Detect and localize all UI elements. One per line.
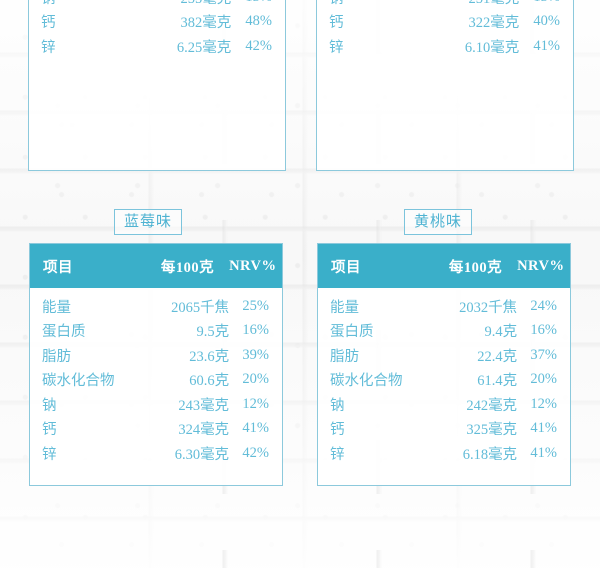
row-item-label: 钠 [330, 397, 345, 414]
row-value: 324毫克 [178, 422, 230, 439]
table-row: 钙 325毫克 41% [318, 417, 570, 442]
row-value: 6.25毫克 [176, 39, 232, 56]
row-item-label: 碳水化合物 [42, 373, 115, 390]
table-row: 钠 251毫克 13% [317, 0, 573, 10]
table-row: 锌 6.25毫克 42% [29, 34, 285, 59]
table-row: 蛋白质 9.5克 16% [30, 319, 282, 344]
row-value: 61.4克 [477, 373, 518, 390]
row-nrv: 41% [242, 420, 269, 437]
row-value: 60.6克 [189, 373, 230, 390]
table-row: 脂肪 23.6克 39% [30, 343, 282, 368]
row-item-label: 钠 [317, 0, 435, 8]
table-row: 碳水化合物 60.6克 20% [30, 368, 282, 393]
row-value: 251毫克 [435, 0, 519, 8]
nutrition-table-top-left: 项目 每100克 NRV% 能量 2057千焦 24% 蛋白质 10.2克 17… [28, 0, 286, 171]
row-value: 382毫克 [180, 15, 232, 32]
row-item-label: 能量 [42, 299, 71, 316]
row-item-label: 脂肪 [330, 348, 359, 365]
row-value: 2065千焦 [171, 299, 230, 316]
row-nrv: 12% [530, 395, 557, 412]
flavor-tag-blueberry: 蓝莓味 [114, 209, 183, 235]
nutrition-table-yellow-peach: 项目 每100克 NRV% 能量 2032千焦 24% 蛋白质 9.4克 16%… [317, 243, 571, 486]
column-header-per100g: 每100克 [160, 259, 215, 276]
row-item-label: 钙 [41, 15, 56, 32]
row-nrv: 48% [245, 13, 272, 30]
row-nrv: 39% [242, 346, 269, 363]
row-value: 2032千焦 [459, 299, 518, 316]
row-item-label: 钙 [329, 15, 344, 32]
row-nrv: 24% [530, 297, 557, 314]
row-nrv: 37% [530, 346, 557, 363]
row-value: 22.4克 [477, 348, 518, 365]
nutrition-table-top-right: 项目 每100克 NRV% 能量 2079千焦 25% 蛋白质 9.6克 16%… [316, 0, 574, 171]
row-nrv: 13% [231, 0, 285, 6]
row-value: 255毫克 [147, 0, 231, 8]
row-nrv: 13% [519, 0, 573, 6]
row-value: 9.5克 [196, 324, 230, 341]
row-item-label: 锌 [330, 446, 345, 463]
row-item-label: 碳水化合物 [330, 373, 403, 390]
table-row: 能量 2032千焦 24% [318, 294, 570, 319]
table-row: 锌 6.30毫克 42% [30, 441, 282, 466]
column-header-item: 项目 [331, 259, 361, 276]
row-nrv: 16% [242, 322, 269, 339]
table-body: 能量 2057千焦 24% 蛋白质 10.2克 17% 脂肪 23.3克 39%… [29, 0, 285, 69]
row-nrv: 40% [533, 13, 560, 30]
flavor-tag-yellow-peach: 黄桃味 [404, 209, 473, 235]
table-row: 钙 322毫克 40% [317, 10, 573, 35]
table-row: 锌 6.10毫克 41% [317, 34, 573, 59]
row-nrv: 41% [530, 420, 557, 437]
row-item-label: 能量 [330, 299, 359, 316]
row-nrv: 41% [533, 37, 560, 54]
row-item-label: 脂肪 [42, 348, 71, 365]
table-header-row: 项目 每100克 NRV% [30, 244, 282, 288]
row-value: 322毫克 [468, 15, 520, 32]
table-row: 钠 255毫克 13% [29, 0, 285, 10]
table-row: 锌 6.18毫克 41% [318, 441, 570, 466]
table-body: 能量 2032千焦 24% 蛋白质 9.4克 16% 脂肪 22.4克 37% … [318, 288, 570, 476]
row-item-label: 钙 [330, 422, 345, 439]
row-nrv: 25% [242, 297, 269, 314]
table-row: 钠 243毫克 12% [30, 392, 282, 417]
row-nrv: 20% [530, 371, 557, 388]
table-row: 钙 324毫克 41% [30, 417, 282, 442]
row-item-label: 蛋白质 [42, 324, 86, 341]
table-row: 钠 242毫克 12% [318, 392, 570, 417]
column-header-per100g: 每100克 [448, 259, 503, 276]
row-value: 9.4克 [484, 324, 518, 341]
row-item-label: 钙 [42, 422, 57, 439]
row-item-label: 锌 [41, 39, 56, 56]
row-value: 6.18毫克 [462, 446, 518, 463]
table-row: 钙 382毫克 48% [29, 10, 285, 35]
row-nrv: 12% [242, 395, 269, 412]
table-row: 能量 2065千焦 25% [30, 294, 282, 319]
table-body: 能量 2065千焦 25% 蛋白质 9.5克 16% 脂肪 23.6克 39% … [30, 288, 282, 476]
row-item-label: 钠 [42, 397, 57, 414]
row-nrv: 20% [242, 371, 269, 388]
row-value: 6.30毫克 [174, 446, 230, 463]
column-header-item: 项目 [43, 259, 73, 276]
table-row: 蛋白质 9.4克 16% [318, 319, 570, 344]
nutrition-table-blueberry: 项目 每100克 NRV% 能量 2065千焦 25% 蛋白质 9.5克 16%… [29, 243, 283, 486]
row-value: 325毫克 [466, 422, 518, 439]
row-value: 243毫克 [178, 397, 230, 414]
row-item-label: 钠 [29, 0, 147, 8]
row-nrv: 42% [245, 37, 272, 54]
table-row: 碳水化合物 61.4克 20% [318, 368, 570, 393]
row-nrv: 16% [530, 322, 557, 339]
row-item-label: 锌 [42, 446, 57, 463]
table-row: 脂肪 22.4克 37% [318, 343, 570, 368]
row-value: 6.10毫克 [464, 39, 520, 56]
row-nrv: 41% [530, 444, 557, 461]
row-value: 242毫克 [466, 397, 518, 414]
row-item-label: 蛋白质 [330, 324, 374, 341]
row-item-label: 锌 [329, 39, 344, 56]
column-header-nrv: NRV% [517, 257, 565, 274]
table-header-row: 项目 每100克 NRV% [318, 244, 570, 288]
row-value: 23.6克 [189, 348, 230, 365]
column-header-nrv: NRV% [229, 257, 277, 274]
table-body: 能量 2079千焦 25% 蛋白质 9.6克 16% 脂肪 23.8克 40% … [317, 0, 573, 69]
row-nrv: 42% [242, 444, 269, 461]
